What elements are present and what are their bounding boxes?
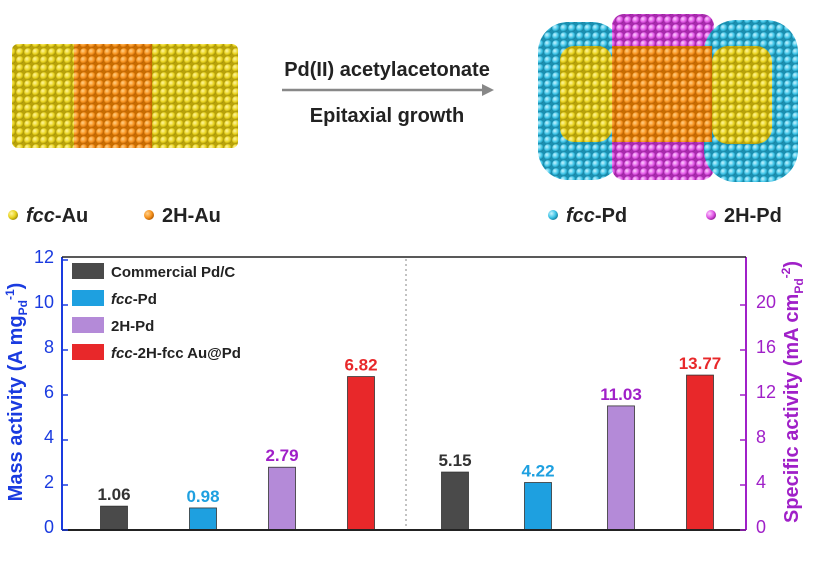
bar-specific-activity-0 bbox=[441, 471, 469, 531]
y-left-tick-labels: 0 2 4 6 8 10 12 bbox=[34, 247, 54, 537]
2h-pd-swatch-icon bbox=[706, 210, 716, 220]
y-right-tick-label: 4 bbox=[756, 472, 766, 492]
bar-specific-activity-2 bbox=[607, 405, 635, 531]
y-right-title: Specific activity (mA cmPd-2) bbox=[779, 261, 806, 523]
bar-value-label: 5.15 bbox=[438, 451, 471, 470]
reaction-reagent: Pd(II) acetylacetonate bbox=[284, 59, 490, 81]
legend-2h-pd-series: 2H-Pd bbox=[111, 318, 154, 335]
legend-fcc-pd-series: fcc-Pd bbox=[111, 291, 157, 308]
legend-au-pd-series: fcc-2H-fcc Au@Pd bbox=[111, 345, 241, 362]
bar-specific-activity-3 bbox=[686, 374, 714, 531]
bar-mass-activity-0 bbox=[100, 505, 128, 531]
legend-swatch-2h-pd bbox=[72, 317, 104, 333]
bar-value-label: 1.06 bbox=[97, 485, 130, 504]
bar-mass-activity-3 bbox=[347, 376, 375, 531]
au-pd-core-shell-nanoparticle bbox=[538, 14, 798, 182]
bar-value-label: 6.82 bbox=[344, 356, 377, 375]
bar-value-label: 0.98 bbox=[186, 487, 219, 506]
bar-value-label: 13.77 bbox=[679, 354, 722, 373]
legend-commercial-pdc: Commercial Pd/C bbox=[111, 264, 235, 281]
au-nanoparticle bbox=[12, 44, 238, 148]
y-left-tick-label: 2 bbox=[44, 472, 54, 492]
legend-swatch-au-pd bbox=[72, 344, 104, 360]
bar-value-label: 4.22 bbox=[521, 462, 554, 481]
legend-fcc-au: fcc-Au bbox=[26, 205, 88, 227]
y-right-tick-labels: 0 4 8 12 16 20 bbox=[756, 292, 776, 537]
legend-2h-pd: 2H-Pd bbox=[724, 205, 782, 227]
bar-specific-activity-1 bbox=[524, 482, 552, 531]
fcc-pd-swatch-icon bbox=[548, 210, 558, 220]
y-left-tick-label: 0 bbox=[44, 517, 54, 537]
y-left-tick-label: 8 bbox=[44, 337, 54, 357]
y-left-tick-label: 6 bbox=[44, 382, 54, 402]
y-right-tick-label: 0 bbox=[756, 517, 766, 537]
y-left-tick-label: 4 bbox=[44, 427, 54, 447]
reaction-arrow bbox=[282, 84, 494, 96]
bar-value-label: 11.03 bbox=[600, 385, 642, 404]
reaction-process: Epitaxial growth bbox=[310, 105, 464, 127]
activity-bar-chart: Mass activity (A mgPd-1) Specific activi… bbox=[3, 247, 806, 537]
y-left-title: Mass activity (A mgPd-1) bbox=[3, 283, 30, 502]
bar-value-label: 2.79 bbox=[265, 446, 298, 465]
2h-au-swatch-icon bbox=[144, 210, 154, 220]
fcc-au-swatch-icon bbox=[8, 210, 18, 220]
legend-fcc-pd: fcc-Pd bbox=[566, 205, 627, 227]
legend-swatch-commercial bbox=[72, 263, 104, 279]
series-legend: Commercial Pd/C fcc-Pd 2H-Pd fcc-2H-fcc … bbox=[72, 263, 241, 362]
y-left-tick-label: 10 bbox=[34, 292, 54, 312]
y-right-tick-label: 20 bbox=[756, 292, 776, 312]
legend-swatch-fcc-pd bbox=[72, 290, 104, 306]
legend-2h-au: 2H-Au bbox=[162, 205, 221, 227]
y-right-tick-label: 12 bbox=[756, 382, 776, 402]
y-right-tick-label: 8 bbox=[756, 427, 766, 447]
y-left-tick-label: 12 bbox=[34, 247, 54, 267]
y-right-tick-label: 16 bbox=[756, 337, 776, 357]
bar-mass-activity-1 bbox=[189, 507, 217, 531]
bar-mass-activity-2 bbox=[268, 466, 296, 531]
atom-legend: fcc-Au 2H-Au fcc-Pd 2H-Pd bbox=[8, 205, 782, 227]
